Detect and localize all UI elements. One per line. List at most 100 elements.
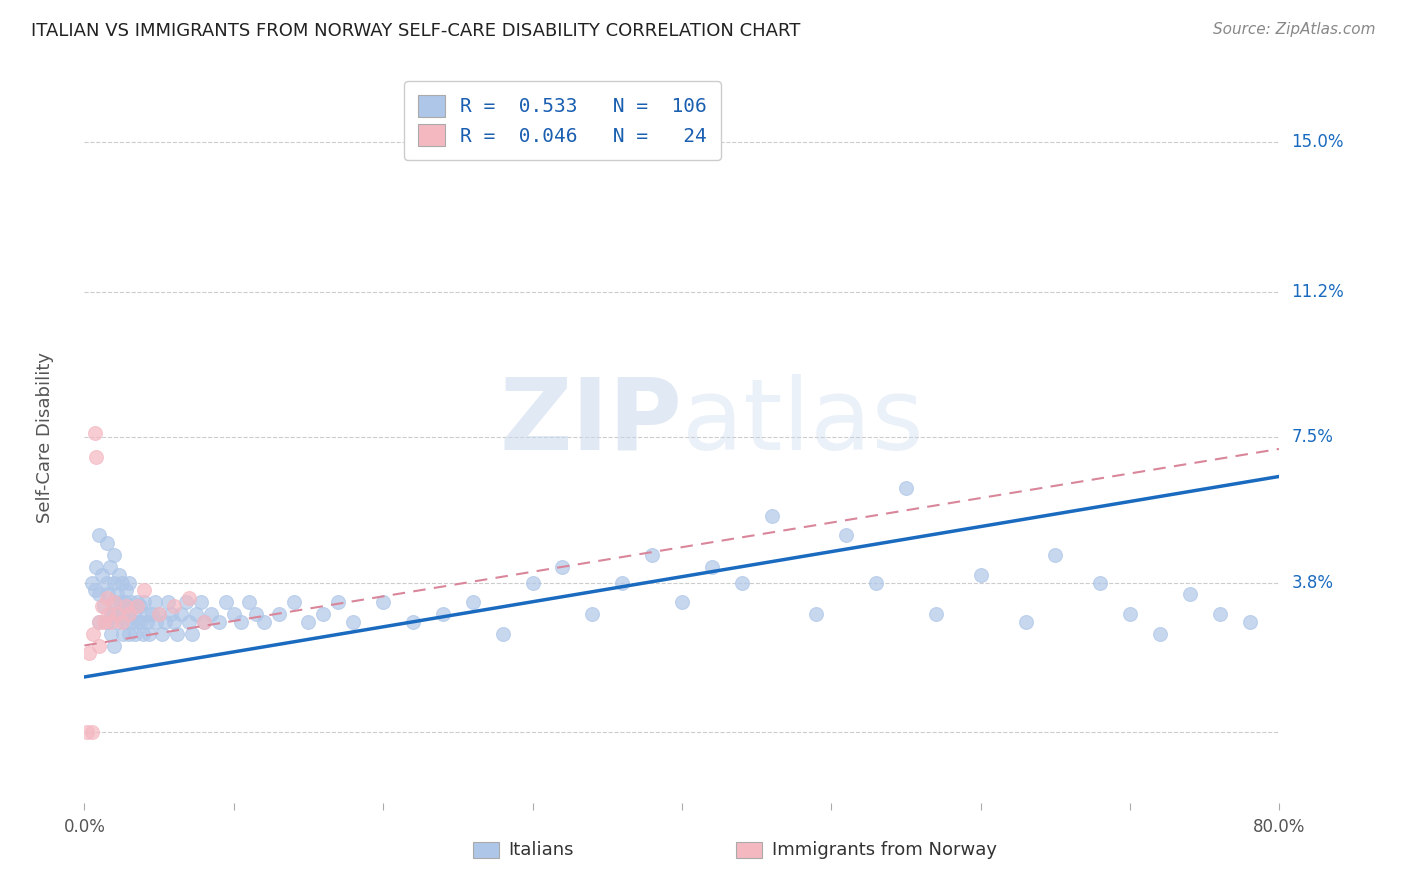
Point bbox=[1014, 615, 1036, 629]
Point bbox=[100, 615, 122, 629]
Text: ITALIAN VS IMMIGRANTS FROM NORWAY SELF-CARE DISABILITY CORRELATION CHART: ITALIAN VS IMMIGRANTS FROM NORWAY SELF-C… bbox=[31, 22, 800, 40]
Point bbox=[153, 615, 176, 629]
Point bbox=[342, 615, 364, 629]
Point bbox=[925, 607, 948, 621]
Point bbox=[373, 595, 395, 609]
Point bbox=[117, 599, 139, 614]
Point bbox=[96, 615, 118, 629]
Point bbox=[103, 607, 125, 621]
Point bbox=[208, 615, 231, 629]
Point bbox=[177, 615, 200, 629]
Point bbox=[1178, 587, 1201, 601]
Point bbox=[96, 536, 118, 550]
Point bbox=[612, 575, 634, 590]
Point bbox=[761, 508, 783, 523]
Point bbox=[186, 607, 208, 621]
Point bbox=[103, 639, 125, 653]
Point bbox=[120, 595, 142, 609]
Point bbox=[170, 607, 193, 621]
Point bbox=[118, 575, 141, 590]
Point bbox=[1239, 615, 1261, 629]
Point bbox=[731, 575, 754, 590]
Point bbox=[124, 626, 146, 640]
Point bbox=[100, 626, 122, 640]
Point bbox=[148, 607, 170, 621]
Point bbox=[114, 595, 136, 609]
Point bbox=[129, 615, 152, 629]
Point bbox=[163, 615, 186, 629]
Point bbox=[98, 559, 121, 574]
Point bbox=[193, 615, 215, 629]
Point bbox=[100, 607, 122, 621]
Point bbox=[96, 591, 118, 606]
Point bbox=[1045, 548, 1067, 562]
Point bbox=[141, 607, 163, 621]
Point bbox=[190, 595, 212, 609]
Point bbox=[89, 587, 111, 601]
Point bbox=[700, 559, 723, 574]
Point bbox=[132, 583, 156, 598]
Point bbox=[118, 607, 141, 621]
Point bbox=[245, 607, 267, 621]
Point bbox=[77, 646, 100, 660]
Point bbox=[118, 626, 141, 640]
Point bbox=[492, 626, 515, 640]
Point bbox=[103, 548, 125, 562]
Text: 7.5%: 7.5% bbox=[1292, 428, 1333, 446]
Point bbox=[297, 615, 319, 629]
Point bbox=[103, 595, 125, 609]
Point bbox=[150, 626, 173, 640]
Point bbox=[111, 615, 134, 629]
Point bbox=[581, 607, 603, 621]
Point bbox=[110, 595, 132, 609]
Text: Self-Care Disability: Self-Care Disability bbox=[37, 351, 53, 523]
Text: 11.2%: 11.2% bbox=[1292, 283, 1344, 301]
Point bbox=[522, 575, 544, 590]
FancyBboxPatch shape bbox=[735, 841, 762, 858]
Point bbox=[865, 575, 887, 590]
Point bbox=[105, 607, 128, 621]
Point bbox=[111, 575, 134, 590]
Point bbox=[267, 607, 290, 621]
Point bbox=[111, 607, 134, 621]
Point bbox=[970, 567, 993, 582]
Point bbox=[143, 595, 166, 609]
Text: Italians: Italians bbox=[509, 841, 574, 859]
Point bbox=[222, 607, 245, 621]
Point bbox=[112, 626, 135, 640]
Point bbox=[105, 615, 128, 629]
Point bbox=[125, 595, 148, 609]
Point bbox=[97, 607, 120, 621]
Point bbox=[163, 599, 186, 614]
Point bbox=[96, 575, 118, 590]
Point bbox=[128, 599, 150, 614]
Point bbox=[121, 615, 143, 629]
Point bbox=[89, 528, 111, 542]
Point bbox=[131, 626, 153, 640]
Point bbox=[93, 599, 115, 614]
Text: Source: ZipAtlas.com: Source: ZipAtlas.com bbox=[1212, 22, 1375, 37]
Point bbox=[641, 548, 664, 562]
Point bbox=[894, 481, 917, 495]
Point bbox=[148, 607, 170, 621]
Point bbox=[138, 626, 160, 640]
Point bbox=[160, 607, 183, 621]
Point bbox=[93, 615, 115, 629]
Point bbox=[328, 595, 350, 609]
Point bbox=[806, 607, 828, 621]
Point bbox=[177, 591, 200, 606]
Point bbox=[136, 615, 159, 629]
Legend: R =  0.533   N =  106, R =  0.046   N =   24: R = 0.533 N = 106, R = 0.046 N = 24 bbox=[404, 81, 721, 160]
Point bbox=[97, 587, 120, 601]
Point bbox=[215, 595, 238, 609]
Point bbox=[835, 528, 858, 542]
Point bbox=[91, 567, 114, 582]
Text: Immigrants from Norway: Immigrants from Norway bbox=[772, 841, 997, 859]
Point bbox=[118, 607, 141, 621]
Point bbox=[193, 615, 215, 629]
Point bbox=[89, 639, 111, 653]
Point bbox=[200, 607, 222, 621]
Point bbox=[115, 615, 138, 629]
Point bbox=[432, 607, 454, 621]
Point bbox=[125, 599, 148, 614]
